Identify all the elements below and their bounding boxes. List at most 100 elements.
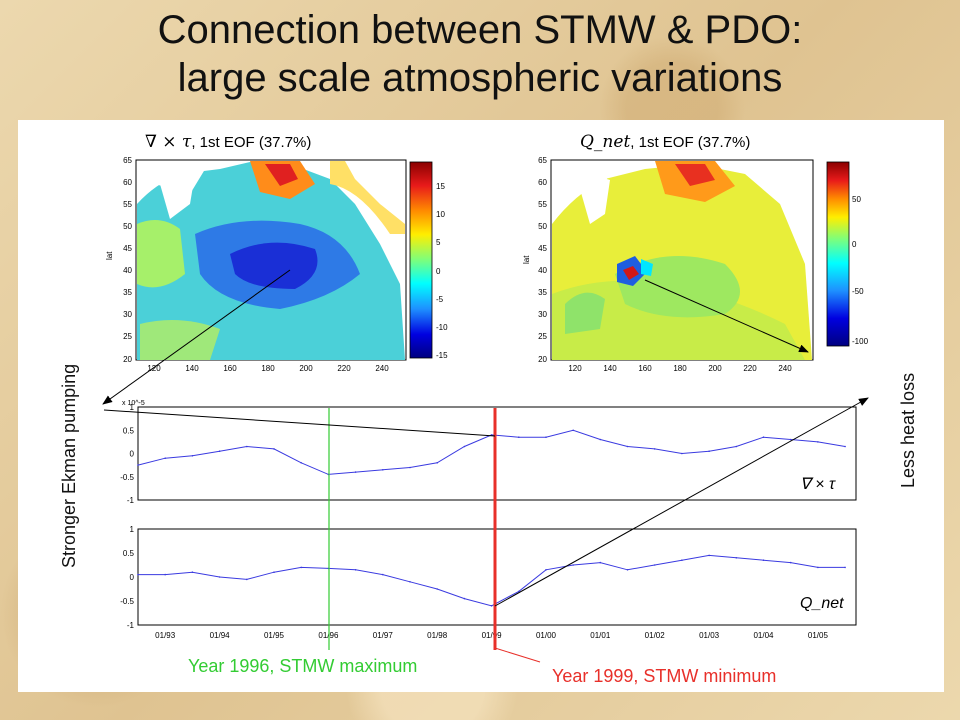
y-tick-label: 0: [130, 573, 135, 582]
data-point: [273, 571, 275, 573]
map-field: [552, 161, 812, 360]
colorbar-tick: -50: [852, 287, 864, 296]
data-point: [382, 469, 384, 471]
data-point: [817, 441, 819, 443]
y-tick-label: 0.5: [123, 549, 135, 558]
x-tick-label: 01/03: [699, 631, 720, 640]
top-series-label: ∇ × τ: [800, 476, 836, 493]
data-point: [490, 605, 493, 607]
data-point: [137, 573, 139, 576]
map-x-tick: 180: [673, 364, 687, 373]
map-title-suffix: , 1st EOF (37.7%): [630, 134, 751, 151]
map-y-tick: 40: [123, 266, 132, 275]
x-tick-label: 01/05: [808, 631, 829, 640]
map-y-tick: 50: [538, 222, 547, 231]
map-x-ticks: 120 140 160 180 200 220 240: [568, 364, 792, 373]
colorbar-tick: 0: [852, 240, 857, 249]
annotation-1999: Year 1999, STMW minimum: [552, 666, 777, 686]
x-tick-label: 01/93: [155, 631, 176, 640]
map-y-tick: 30: [123, 310, 132, 319]
map-x-tick: 200: [708, 364, 722, 373]
left-side-label: Stronger Ekman pumping: [59, 363, 79, 568]
right-side-label: Less heat loss: [898, 372, 918, 488]
map-x-tick: 240: [375, 364, 389, 373]
map-y-tick: 20: [123, 355, 132, 364]
annotation-1996: Year 1996, STMW maximum: [188, 656, 418, 676]
colorbar-tick: -15: [436, 351, 448, 360]
colorbar-ticks: 50 0 -50 -100: [852, 195, 869, 346]
y-tick-label: -1: [127, 621, 135, 630]
map-x-tick: 240: [778, 364, 792, 373]
top-y-ticks: 1 0.5 0 -0.5 -1: [120, 403, 134, 505]
data-point: [300, 462, 302, 464]
map-x-tick: 140: [185, 364, 199, 373]
data-point: [681, 559, 683, 561]
x-tick-label: 01/00: [536, 631, 557, 640]
x-tick-label: 01/97: [373, 631, 394, 640]
title-line-1: Connection between STMW & PDO:: [157, 8, 803, 52]
map-x-tick: 180: [261, 364, 275, 373]
map-y-tick: 55: [123, 200, 132, 209]
map-y-tick: 40: [538, 266, 547, 275]
map-y-tick: 20: [538, 355, 547, 364]
map-title-suffix: , 1st EOF (37.7%): [191, 134, 312, 151]
y-tick-label: 0.5: [123, 426, 135, 435]
data-point: [735, 445, 738, 448]
data-point: [191, 455, 194, 457]
data-point: [382, 573, 384, 576]
data-point: [789, 438, 792, 441]
colorbar-tick: -5: [436, 295, 444, 304]
colorbar-tick: -10: [436, 323, 448, 332]
map-y-tick: 30: [538, 310, 547, 319]
map-y-tick: 65: [538, 156, 547, 165]
title-line-2: large scale atmospheric variations: [177, 56, 783, 100]
map-y-ticks: 65 60 55 50 45 40 35 30 25 20: [538, 156, 547, 364]
data-point: [626, 569, 629, 571]
arrow-qnet-map-to-right: [644, 279, 809, 353]
arrow-qnet-minimum: [494, 397, 869, 607]
x-tick-label: 01/95: [264, 631, 285, 640]
curl-tau-symbol: ∇ × τ: [145, 132, 192, 152]
qnet-symbol: Q_net: [580, 132, 631, 152]
data-point: [409, 466, 411, 469]
bottom-series: [137, 554, 846, 607]
data-point: [137, 464, 139, 466]
x-tick-label: 01/04: [753, 631, 774, 640]
y-tick-label: 0: [130, 450, 135, 459]
data-point: [708, 554, 710, 557]
data-point: [653, 564, 656, 566]
y-tick-label: -0.5: [120, 473, 134, 482]
bottom-y-ticks: 1 0.5 0 -0.5 -1: [120, 525, 134, 630]
colorbar-tick: 5: [436, 238, 441, 247]
bottom-series-label: Q_net: [800, 595, 844, 612]
x-tick-label: 01/01: [590, 631, 611, 640]
y-tick-label: 1: [130, 403, 135, 412]
map-x-tick: 160: [638, 364, 652, 373]
data-point: [518, 436, 520, 438]
colorbar-tick: 10: [436, 210, 445, 219]
data-point: [246, 445, 248, 448]
data-point: [572, 429, 574, 432]
data-point: [735, 557, 738, 559]
map-y-tick: 50: [123, 222, 132, 231]
y-tick-label: -0.5: [120, 597, 134, 606]
scale-label: x 10^-5: [122, 400, 145, 407]
data-point: [817, 566, 819, 569]
colorbar-tick: -100: [852, 337, 869, 346]
data-point: [463, 445, 466, 448]
wind-stress-curl-map: 65 60 55 50 45 40 35 30 25 20 120 140 16…: [105, 156, 448, 373]
data-point: [762, 559, 765, 561]
map-y-label: lat: [522, 255, 531, 264]
map-y-tick: 45: [123, 244, 132, 253]
map-x-tick: 220: [743, 364, 757, 373]
data-point: [164, 573, 166, 576]
map-x-tick: 120: [568, 364, 582, 373]
top-plot-frame: [137, 406, 857, 501]
map-y-tick: 60: [123, 178, 132, 187]
data-point: [164, 457, 166, 459]
x-tick-label: 01/02: [645, 631, 666, 640]
map-title-left: ∇ × τ, 1st EOF (37.7%): [145, 132, 311, 152]
map-y-tick: 55: [538, 200, 547, 209]
data-point: [789, 561, 792, 564]
map-y-tick: 35: [538, 288, 547, 297]
